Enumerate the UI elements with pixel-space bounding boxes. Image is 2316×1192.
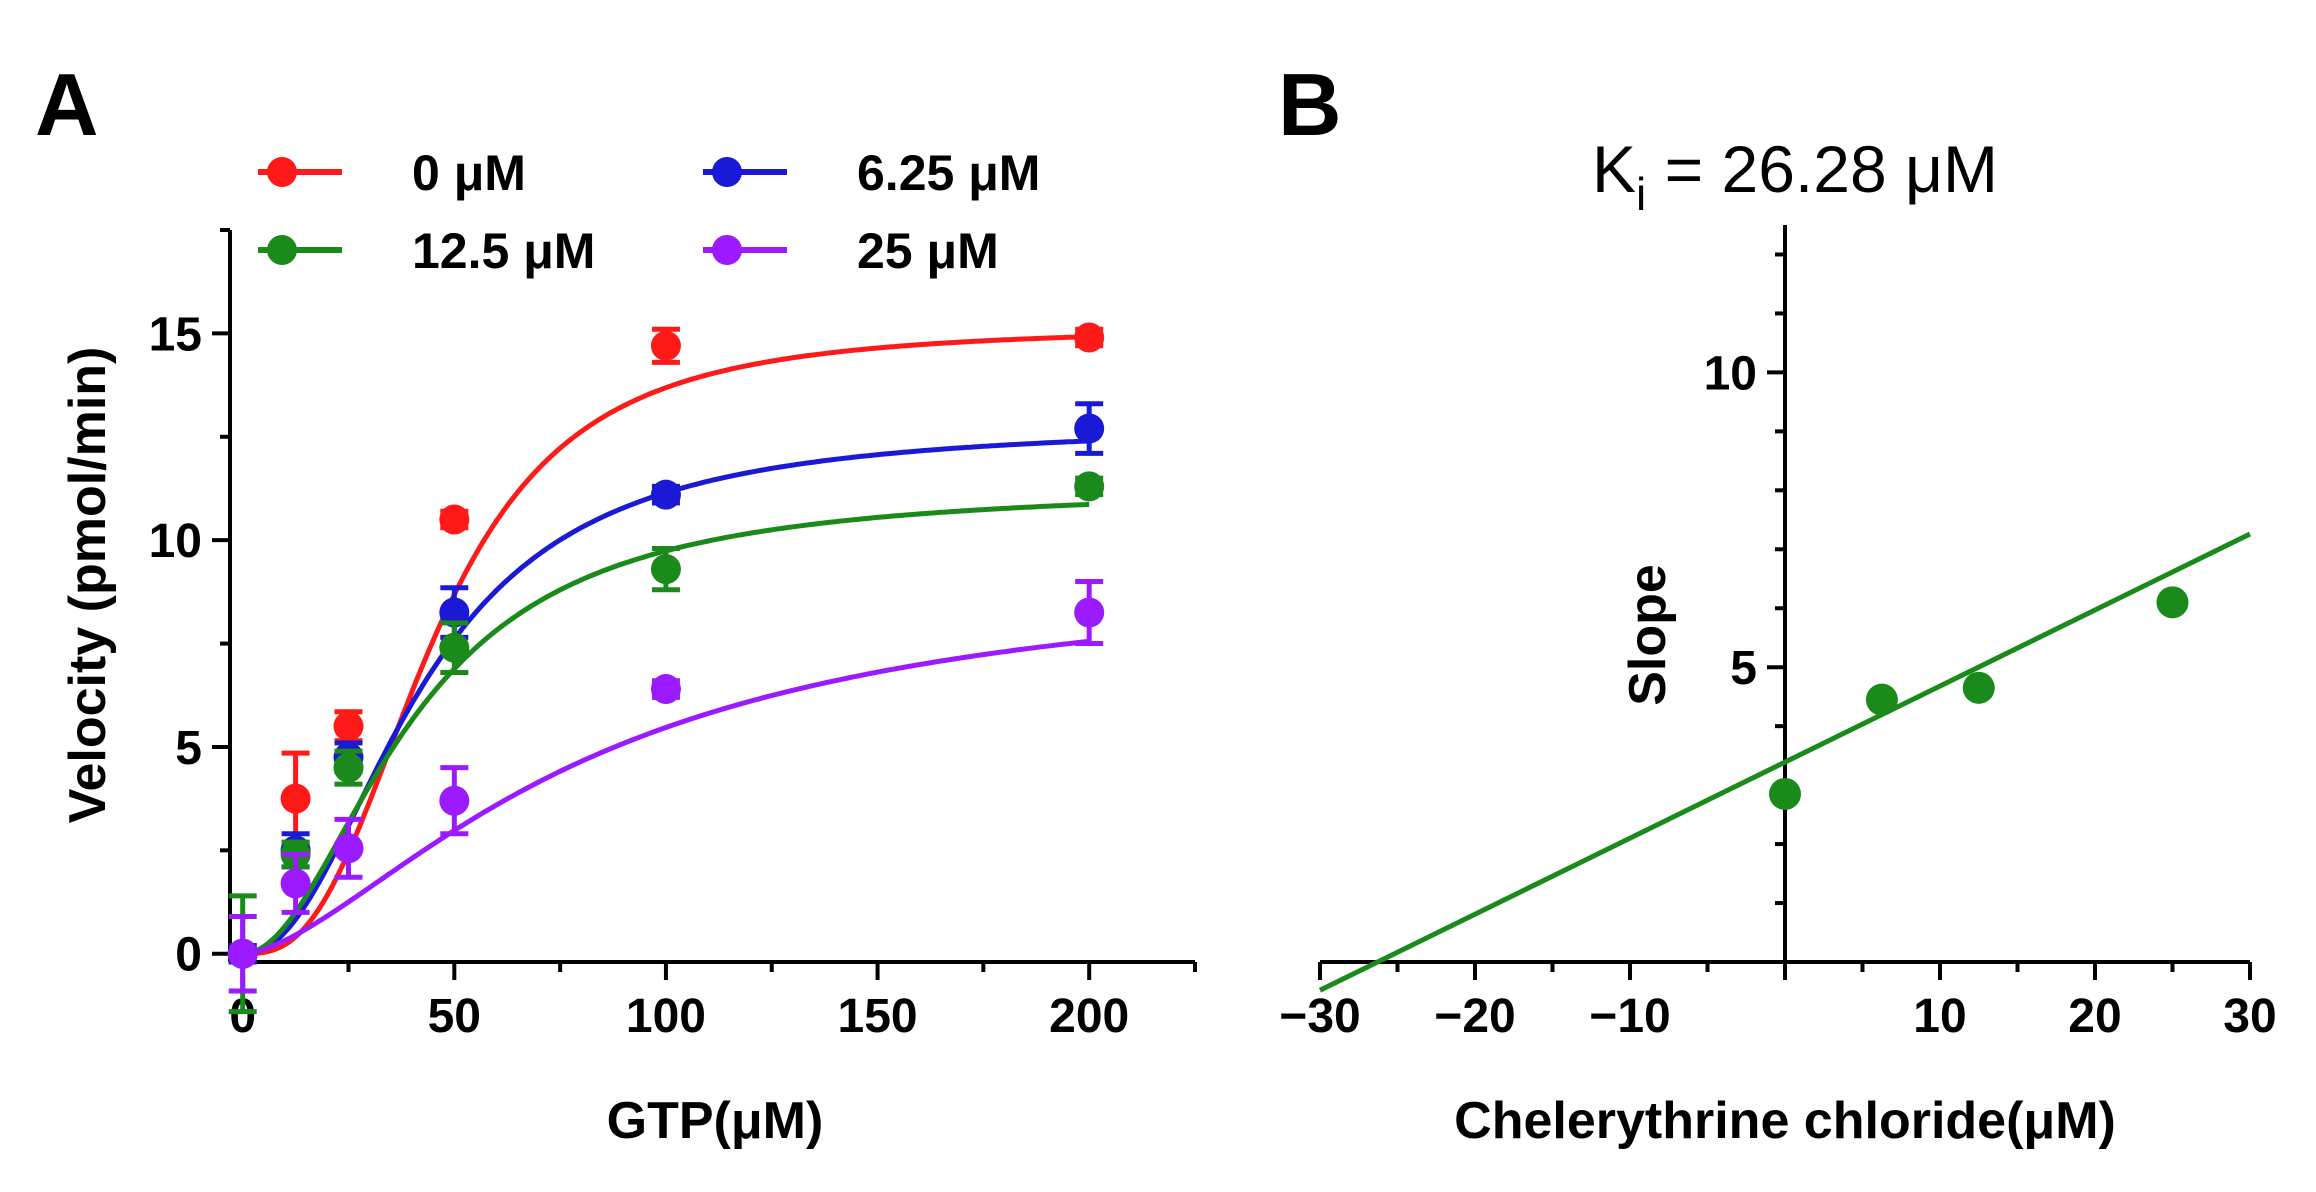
chart-a-point-0-5	[1074, 322, 1105, 353]
chart-a-legend-label: 12.5 μM	[412, 223, 595, 279]
chart-b-title-k: K	[1592, 132, 1636, 206]
chart-b-x-tick-label: −10	[1589, 990, 1670, 1043]
chart-b-fit	[1318, 531, 2252, 993]
chart-a-marker	[280, 868, 311, 899]
chart-a-legend-label: 6.25 μM	[857, 145, 1040, 201]
chart-a-point-2-4	[650, 545, 681, 593]
chart-b-x-tick-label: 20	[2068, 990, 2121, 1043]
chart-b-x-tick-label: 10	[1913, 990, 1966, 1043]
chart-a-y-tick-label: 0	[175, 929, 202, 982]
chart-b-x-axis-label: Chelerythrine chloride(μM)	[1454, 1092, 2116, 1150]
chart-a-legend-item-0: 0 μM	[258, 145, 526, 201]
chart-a-x-tick-label: 200	[1049, 990, 1129, 1043]
chart-b-y-tick-label: 10	[1704, 347, 1757, 400]
chart-a-marker	[333, 711, 364, 742]
chart-b-x-tick-label: −30	[1279, 990, 1360, 1043]
chart-b-x-tick-label: −20	[1434, 990, 1515, 1043]
chart-a-marker	[1074, 322, 1105, 353]
chart-a-point-0-2	[333, 709, 364, 744]
chart-a-points	[227, 322, 1105, 1015]
chart-a-point-0-4	[650, 326, 681, 365]
chart-a-point-2-5	[1074, 471, 1105, 502]
chart-a-point-3-4	[650, 674, 681, 705]
chart-a-legend-item-1: 6.25 μM	[703, 145, 1040, 201]
chart-a-legend-marker	[267, 157, 297, 187]
chart-a-point-3-3	[439, 765, 470, 837]
chart-a-marker	[1074, 413, 1105, 444]
chart-a-x-axis-label: GTP(μM)	[607, 1092, 824, 1150]
chart-a-marker	[439, 632, 470, 663]
chart-a-legend-item-3: 25 μM	[703, 223, 999, 279]
chart-b-y-tick-label: 5	[1730, 642, 1757, 695]
chart-a-x-tick-label: 150	[838, 990, 918, 1043]
chart-a-y-tick-label: 10	[149, 515, 202, 568]
chart-a-marker	[650, 674, 681, 705]
chart-a-point-2-3	[439, 620, 470, 676]
chart-a-fit-curve-3	[242, 638, 1090, 957]
chart-b-point-0	[1769, 777, 1801, 810]
chart-a-y-tick-label: 5	[175, 722, 202, 775]
chart-a-marker	[333, 752, 364, 783]
chart-a-legend-marker	[267, 235, 297, 265]
chart-a-point-2-2	[333, 748, 364, 787]
chart-a-marker	[439, 785, 470, 816]
chart-a-legend-label: 25 μM	[857, 223, 999, 279]
panel-letter-b: B	[1278, 55, 1342, 154]
chart-a-marker	[1074, 471, 1105, 502]
chart-a-marker	[280, 783, 311, 814]
chart-a-y-axis-label: Velocity (pmol/min)	[59, 347, 117, 824]
chart-b-title-subscript: i	[1636, 168, 1646, 220]
chart-a-x-tick-label: 50	[428, 990, 481, 1043]
chart-a-legend-item-2: 12.5 μM	[258, 223, 595, 279]
chart-a-legend-marker	[712, 157, 742, 187]
chart-a-marker	[227, 938, 258, 969]
chart-b-fit-line	[1318, 531, 2252, 993]
chart-b-title: Ki = 26.28 μM	[1592, 132, 1998, 220]
chart-a-marker	[439, 504, 470, 535]
chart-a-point-3-1	[280, 851, 311, 915]
chart-a-marker	[439, 597, 470, 628]
panel-letter-a: A	[35, 55, 99, 154]
chart-a-legend: 0 μM 6.25 μM 12.5 μM 25 μM	[258, 145, 1040, 279]
chart-a-legend-label: 0 μM	[412, 145, 526, 201]
chart-a-marker	[650, 330, 681, 361]
chart-b-point-3	[2156, 586, 2189, 619]
chart-b-point-1	[1865, 683, 1898, 716]
chart-a-point-0-3	[439, 504, 470, 535]
chart-a-fit-curve-0	[242, 334, 1090, 957]
chart-a-point-3-2	[333, 816, 364, 880]
chart-b-y-axis-label: Slope	[1619, 564, 1677, 706]
chart-a-marker	[650, 479, 681, 510]
chart-a-y-tick-label: 15	[149, 308, 202, 361]
chart-a-fit-curves	[242, 334, 1090, 957]
chart-a-marker	[1074, 597, 1105, 628]
chart-b-points	[1769, 586, 2189, 810]
chart-a-x-tick-label: 100	[626, 990, 706, 1043]
chart-a-point-1-5	[1074, 401, 1105, 456]
chart-a-point-0-1	[280, 750, 311, 847]
chart-a-marker	[333, 833, 364, 864]
chart-b-title-rest: = 26.28 μM	[1646, 132, 1998, 206]
chart-a-point-1-4	[650, 479, 681, 510]
chart-a-point-3-5	[1074, 579, 1105, 647]
chart-a-legend-marker	[712, 235, 742, 265]
chart-panel-b: B Ki = 26.28 μM −30 −20 −10 10 20 30 5 10 Chele…	[1278, 55, 2277, 1150]
chart-a-point-3-0	[227, 914, 258, 994]
chart-b-x-tick-label: 30	[2223, 990, 2276, 1043]
chart-a-marker	[650, 554, 681, 585]
chart-b-point-2	[1962, 671, 1995, 704]
chart-b-axes: −30 −20 −10 10 20 30 5 10	[1279, 225, 2277, 1043]
